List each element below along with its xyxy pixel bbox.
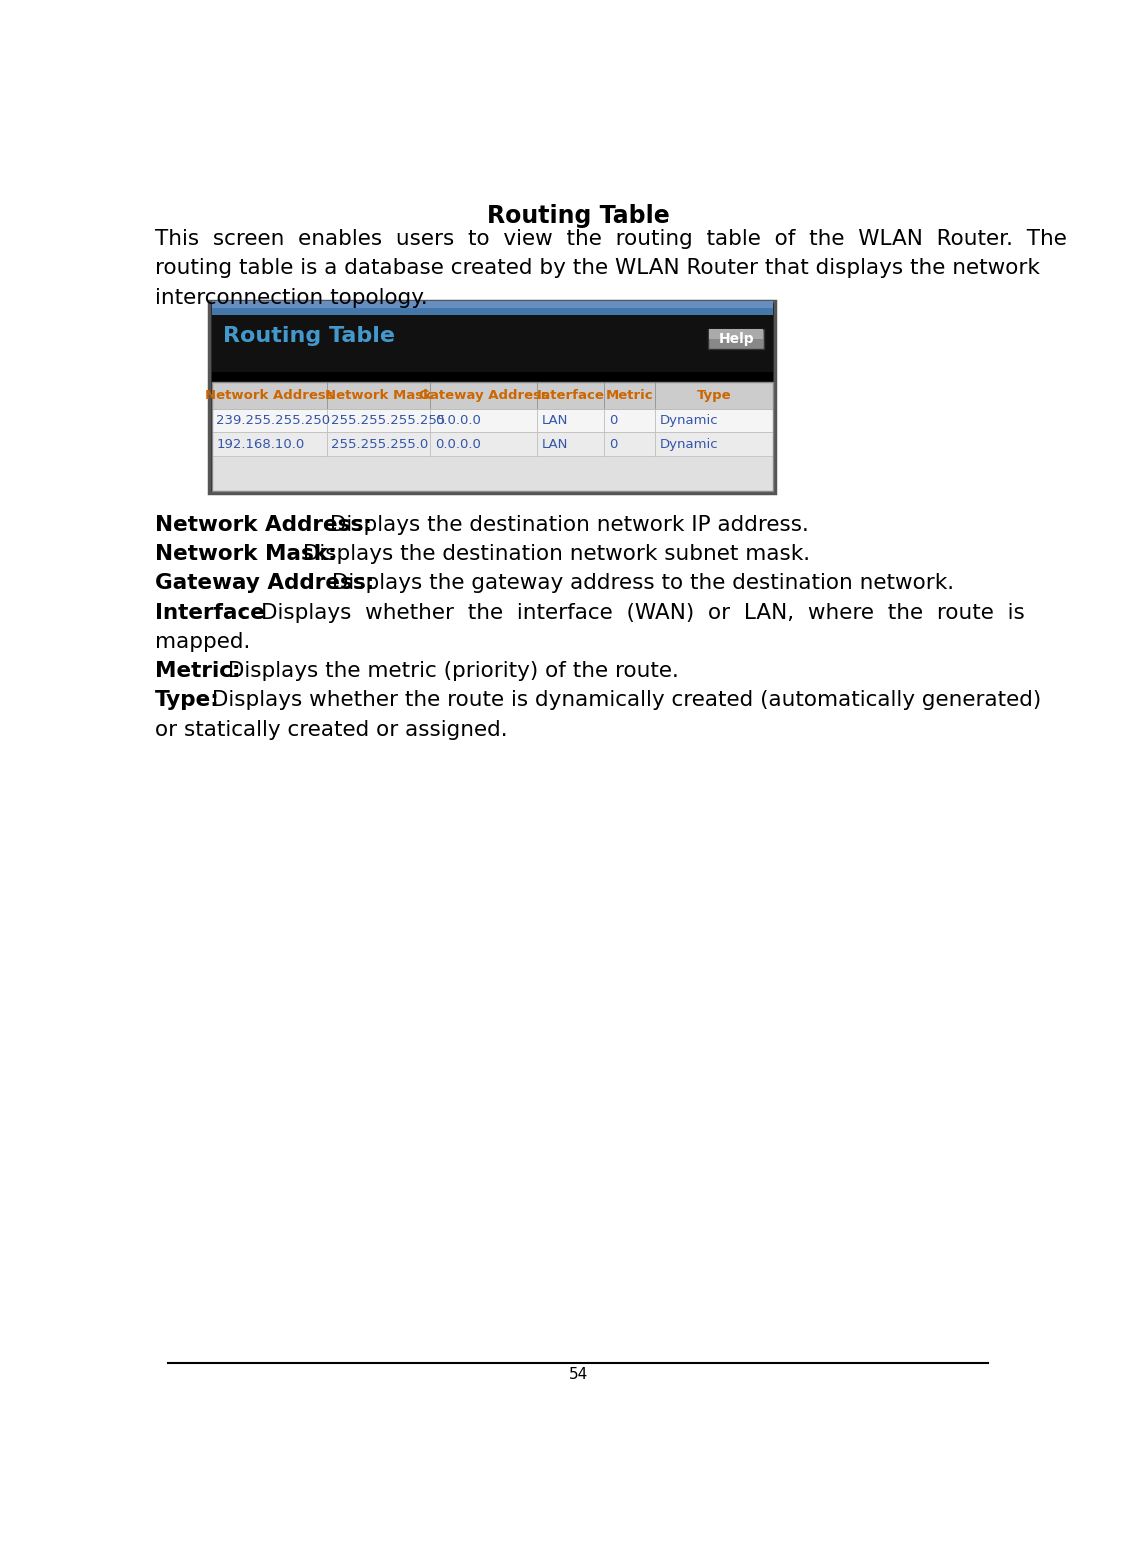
Bar xyxy=(605,381,654,409)
Text: 0: 0 xyxy=(609,438,617,450)
Bar xyxy=(537,433,605,456)
Text: 0.0.0.0: 0.0.0.0 xyxy=(435,438,481,450)
Bar xyxy=(212,381,773,409)
Bar xyxy=(212,433,326,456)
Text: LAN: LAN xyxy=(541,414,569,428)
Bar xyxy=(537,381,605,409)
Text: Interface: Interface xyxy=(155,603,265,623)
Text: This  screen  enables  users  to  view  the  routing  table  of  the  WLAN  Rout: This screen enables users to view the ro… xyxy=(155,229,1067,249)
Bar xyxy=(326,433,431,456)
Bar xyxy=(212,372,773,381)
Bar xyxy=(212,409,326,433)
Bar xyxy=(431,409,537,433)
Bar xyxy=(708,329,764,349)
Text: :  Displays  whether  the  interface  (WAN)  or  LAN,  where  the  route  is: : Displays whether the interface (WAN) o… xyxy=(240,603,1025,623)
Bar xyxy=(212,301,773,308)
Text: 0: 0 xyxy=(609,414,617,428)
Text: Routing Table: Routing Table xyxy=(223,327,395,346)
Text: Displays the destination network subnet mask.: Displays the destination network subnet … xyxy=(296,543,810,564)
Text: 255.255.255.255: 255.255.255.255 xyxy=(332,414,446,428)
Text: or statically created or assigned.: or statically created or assigned. xyxy=(155,719,508,740)
Bar xyxy=(209,301,775,494)
Bar xyxy=(212,381,773,490)
Text: mapped.: mapped. xyxy=(155,632,250,652)
Text: routing table is a database created by the WLAN Router that displays the network: routing table is a database created by t… xyxy=(155,258,1040,279)
Bar xyxy=(212,381,326,409)
Text: Dynamic: Dynamic xyxy=(660,438,719,450)
Bar xyxy=(212,315,773,372)
Bar xyxy=(537,409,605,433)
Bar xyxy=(710,329,764,338)
Bar xyxy=(431,381,537,409)
Text: Network Mask: Network Mask xyxy=(325,389,432,402)
Text: 192.168.10.0: 192.168.10.0 xyxy=(217,438,305,450)
Bar xyxy=(212,301,773,315)
Text: 239.255.255.250: 239.255.255.250 xyxy=(217,414,331,428)
Text: Network Address:: Network Address: xyxy=(155,515,372,536)
Text: Routing Table: Routing Table xyxy=(486,204,670,227)
Bar xyxy=(326,409,431,433)
Text: Network Address: Network Address xyxy=(204,389,334,402)
Text: Displays the gateway address to the destination network.: Displays the gateway address to the dest… xyxy=(325,573,954,593)
Text: Dynamic: Dynamic xyxy=(660,414,719,428)
Text: 54: 54 xyxy=(569,1367,588,1383)
Text: Displays the destination network IP address.: Displays the destination network IP addr… xyxy=(323,515,809,536)
Text: Interface: Interface xyxy=(537,389,605,402)
Bar xyxy=(654,409,773,433)
Text: Displays whether the route is dynamically created (automatically generated): Displays whether the route is dynamicall… xyxy=(205,690,1041,710)
Text: Metric:: Metric: xyxy=(155,662,240,680)
Text: Type: Type xyxy=(696,389,731,402)
Bar xyxy=(605,433,654,456)
Bar xyxy=(654,381,773,409)
Text: 0.0.0.0: 0.0.0.0 xyxy=(435,414,481,428)
Bar xyxy=(212,381,773,490)
Text: Network Mask:: Network Mask: xyxy=(155,543,336,564)
Bar xyxy=(431,433,537,456)
Text: Gateway Address: Gateway Address xyxy=(418,389,548,402)
Text: interconnection topology.: interconnection topology. xyxy=(155,288,428,308)
Text: Metric: Metric xyxy=(606,389,653,402)
Text: LAN: LAN xyxy=(541,438,569,450)
Bar xyxy=(326,381,431,409)
Bar xyxy=(605,409,654,433)
Text: Help: Help xyxy=(719,332,754,346)
Text: Gateway Address:: Gateway Address: xyxy=(155,573,374,593)
Text: 255.255.255.0: 255.255.255.0 xyxy=(332,438,429,450)
Text: Displays the metric (priority) of the route.: Displays the metric (priority) of the ro… xyxy=(221,662,679,680)
Text: Type:: Type: xyxy=(155,690,220,710)
Bar xyxy=(654,433,773,456)
